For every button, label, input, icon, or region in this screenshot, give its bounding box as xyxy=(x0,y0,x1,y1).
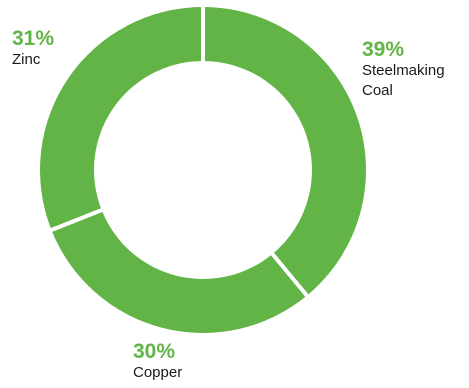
label-copper: 30% Copper xyxy=(133,340,183,383)
zinc-percent: 31% xyxy=(12,27,55,50)
slice-separator xyxy=(269,251,310,299)
slice-zinc xyxy=(39,7,204,231)
label-steelmaking-coal: 39% Steelmaking Coal xyxy=(362,38,445,101)
steelmaking-coal-name-line1: Steelmaking xyxy=(362,62,445,80)
slice-steelmaking-coal xyxy=(203,7,366,296)
copper-name: Copper xyxy=(133,364,183,382)
label-zinc: 31% Zinc xyxy=(12,27,55,70)
slice-copper xyxy=(51,210,307,333)
steelmaking-coal-name-line2: Coal xyxy=(362,81,393,99)
zinc-name: Zinc xyxy=(12,51,41,69)
copper-percent: 30% xyxy=(133,340,176,363)
steelmaking-coal-percent: 39% xyxy=(362,38,405,61)
slice-separator xyxy=(48,207,105,233)
